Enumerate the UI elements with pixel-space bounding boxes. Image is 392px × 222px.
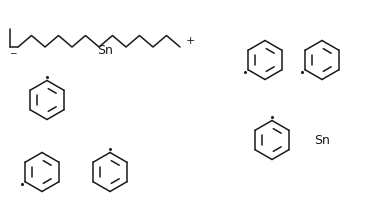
Text: +: + bbox=[185, 36, 195, 46]
Text: Sn: Sn bbox=[97, 44, 113, 57]
Text: Sn: Sn bbox=[314, 133, 330, 147]
Text: −: − bbox=[9, 48, 17, 57]
